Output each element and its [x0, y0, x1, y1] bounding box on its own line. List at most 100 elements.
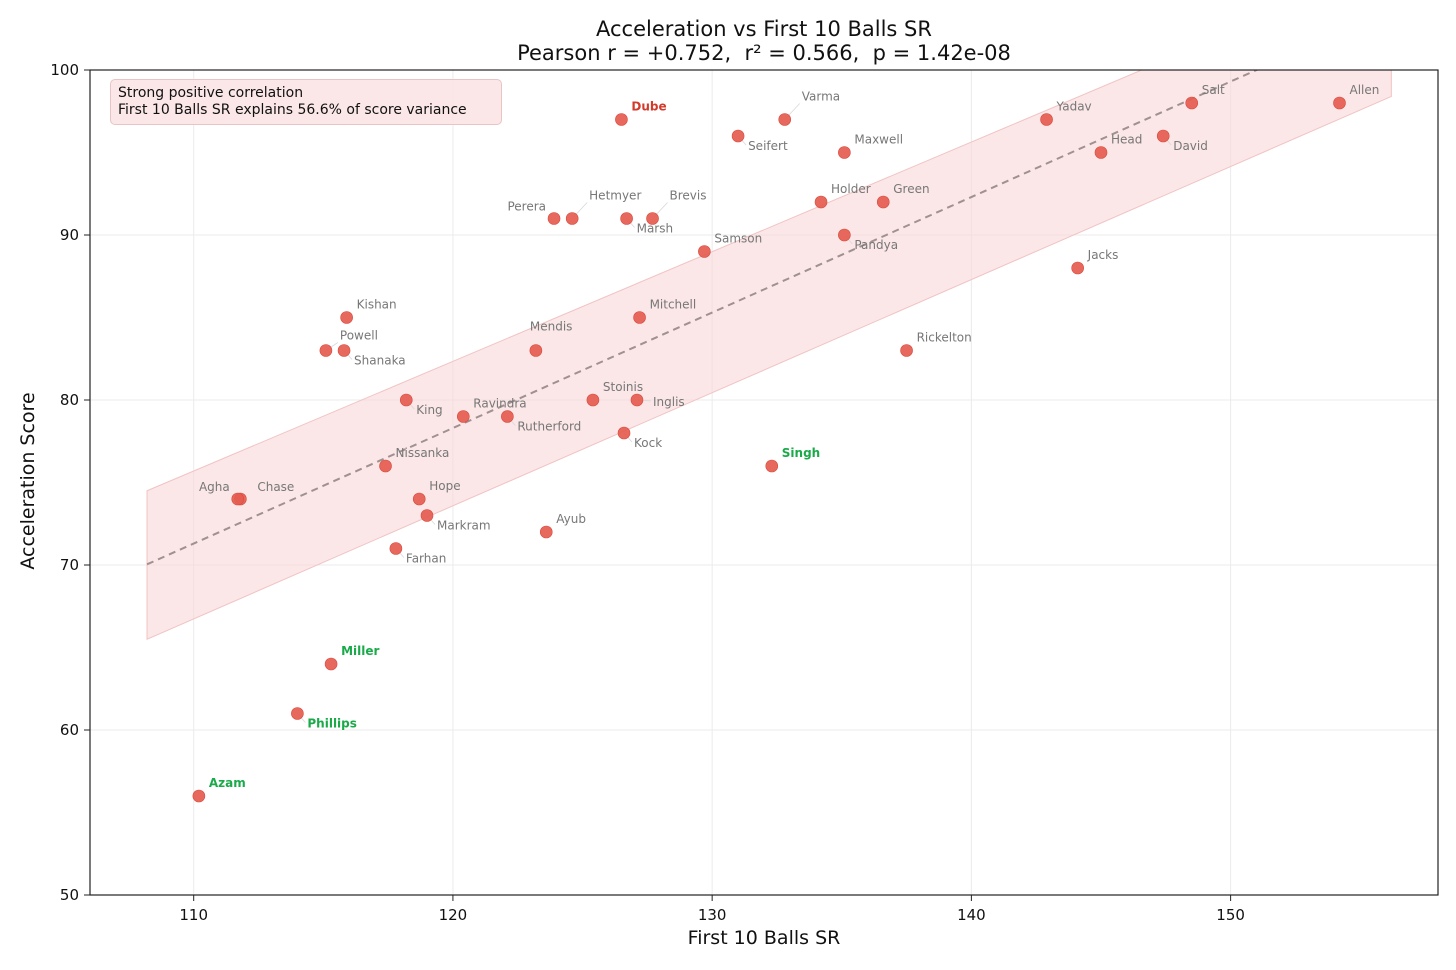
data-point-holder — [814, 195, 828, 209]
data-point-brevis — [646, 212, 659, 225]
y-tick-label: 90 — [60, 226, 79, 244]
data-point-seifert — [731, 129, 745, 143]
annotation-line-2: First 10 Balls SR explains 56.6% of scor… — [118, 102, 467, 118]
data-point-yadav — [1040, 113, 1053, 126]
point-label-salt: Salt — [1202, 83, 1225, 97]
point-label-agha: Agha — [199, 480, 230, 494]
x-axis-label: First 10 Balls SR — [687, 927, 841, 949]
data-point-pandya — [838, 228, 851, 242]
annotation-box: Strong positive correlation First 10 Bal… — [110, 79, 502, 125]
data-point-david — [1156, 129, 1170, 143]
point-label-ravindra: Ravindra — [473, 397, 526, 411]
data-point-samson — [698, 245, 711, 258]
chart-subtitle: Pearson r = +0.752, r² = 0.566, p = 1.42… — [517, 41, 1011, 65]
point-label-maxwell: Maxwell — [854, 133, 903, 147]
confidence-band — [146, 70, 1392, 641]
data-point-agha — [231, 492, 245, 506]
x-tick-label: 130 — [698, 906, 727, 924]
point-label-allen: Allen — [1349, 83, 1379, 97]
data-point-ravindra — [456, 410, 470, 423]
data-point-shanaka — [337, 344, 351, 357]
data-point-rickelton — [900, 344, 913, 357]
x-tick-label: 120 — [439, 906, 468, 924]
chart-title: Acceleration vs First 10 Balls SR — [596, 17, 932, 41]
data-point-varma — [778, 113, 792, 126]
data-point-singh — [765, 459, 779, 473]
point-label-inglis: Inglis — [653, 395, 685, 409]
y-tick-label: 50 — [60, 886, 79, 904]
data-point-perera — [547, 212, 561, 225]
data-point-hetmyer — [565, 212, 579, 225]
point-label-holder: Holder — [831, 182, 871, 196]
point-label-hetmyer: Hetmyer — [589, 189, 641, 203]
y-tick-label: 70 — [60, 556, 79, 574]
data-point-hope — [412, 492, 426, 506]
data-point-allen — [1333, 96, 1346, 110]
point-label-varma: Varma — [802, 90, 840, 104]
point-label-miller: Miller — [341, 644, 379, 658]
point-label-farhan: Farhan — [406, 552, 446, 566]
point-label-azam: Azam — [209, 776, 246, 790]
point-label-green: Green — [893, 182, 929, 196]
data-point-king — [399, 393, 413, 407]
x-tick-label: 110 — [179, 906, 208, 924]
data-point-ayub — [539, 525, 553, 539]
point-label-rickelton: Rickelton — [917, 331, 972, 345]
data-point-mitchell — [633, 311, 646, 324]
point-label-jacks: Jacks — [1087, 248, 1119, 262]
data-point-green — [876, 195, 890, 209]
point-label-powell: Powell — [340, 329, 378, 343]
point-label-mitchell: Mitchell — [650, 298, 697, 312]
point-label-hope: Hope — [429, 479, 460, 493]
data-point-phillips — [291, 707, 304, 720]
y-tick-label: 80 — [60, 391, 79, 409]
data-point-rutherford — [501, 410, 514, 423]
point-label-shanaka: Shanaka — [354, 354, 406, 368]
point-label-seifert: Seifert — [748, 139, 788, 153]
point-label-pandya: Pandya — [854, 238, 898, 252]
data-point-azam — [192, 789, 206, 803]
point-label-stoinis: Stoinis — [603, 380, 643, 394]
data-point-jacks — [1071, 261, 1084, 275]
point-label-marsh: Marsh — [637, 222, 674, 236]
data-point-markram — [420, 509, 434, 522]
point-label-ayub: Ayub — [556, 512, 586, 526]
point-label-rutherford: Rutherford — [517, 420, 581, 434]
y-tick-label: 100 — [50, 61, 79, 79]
data-point-marsh — [620, 212, 633, 225]
data-point-salt — [1185, 96, 1199, 110]
point-label-chase: Chase — [257, 480, 294, 494]
data-point-maxwell — [838, 146, 851, 159]
point-label-singh: Singh — [782, 446, 820, 460]
point-label-brevis: Brevis — [670, 189, 707, 203]
point-label-kishan: Kishan — [357, 298, 397, 312]
data-point-inglis — [630, 393, 644, 407]
plot-frame — [89, 69, 1439, 896]
point-label-david: David — [1173, 139, 1208, 153]
point-label-king: King — [416, 403, 442, 417]
point-label-head: Head — [1111, 133, 1142, 147]
data-point-farhan — [389, 542, 403, 555]
data-point-kishan — [340, 311, 353, 324]
point-label-mendis: Mendis — [530, 320, 573, 334]
point-label-samson: Samson — [714, 232, 762, 246]
point-label-perera: Perera — [507, 200, 546, 214]
x-tick-label: 150 — [1216, 906, 1245, 924]
data-point-head — [1094, 146, 1108, 159]
point-label-kock: Kock — [634, 436, 662, 450]
point-label-markram: Markram — [437, 519, 491, 533]
point-label-phillips: Phillips — [307, 717, 357, 731]
annotation-line-1: Strong positive correlation — [118, 85, 304, 101]
data-point-dube — [615, 113, 628, 126]
point-label-dube: Dube — [631, 100, 666, 114]
point-label-yadav: Yadav — [1056, 100, 1092, 114]
data-point-powell — [319, 344, 333, 357]
data-point-stoinis — [586, 393, 600, 407]
data-point-kock — [617, 426, 631, 440]
x-tick-label: 140 — [957, 906, 986, 924]
data-point-miller — [324, 657, 338, 671]
y-tick-label: 60 — [60, 721, 79, 739]
point-label-nissanka: Nissanka — [396, 446, 450, 460]
data-point-mendis — [529, 344, 543, 357]
